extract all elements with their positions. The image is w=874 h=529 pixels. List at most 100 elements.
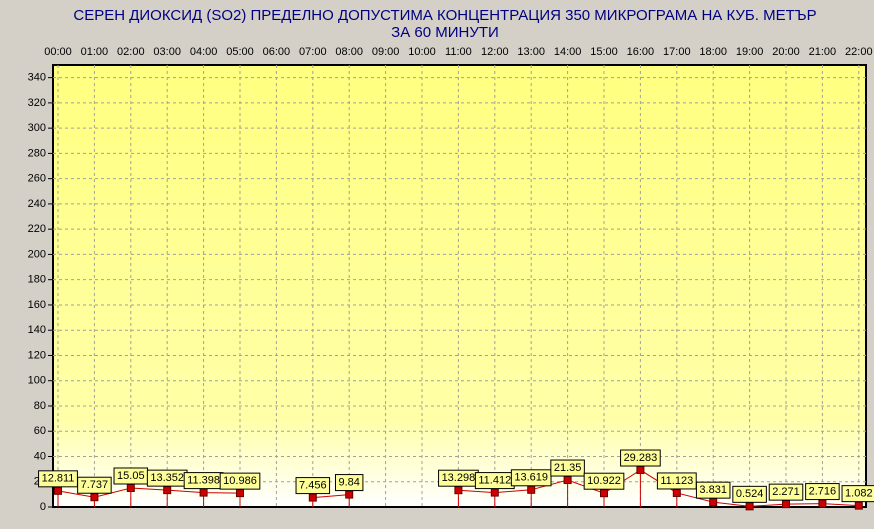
x-tick-label: 16:00 [627, 46, 655, 58]
y-tick-label: 160 [28, 299, 46, 311]
data-label: 3.831 [699, 484, 727, 496]
data-label-box [295, 477, 331, 495]
data-label: 2.716 [809, 485, 837, 497]
data-label: 2.271 [772, 486, 800, 498]
data-label-box [334, 474, 364, 492]
marker [709, 498, 718, 507]
data-label-box [768, 483, 804, 501]
data-label: 13.619 [514, 472, 548, 484]
marker [600, 489, 608, 498]
data-label: 11.412 [478, 474, 511, 486]
y-tick-label: 0 [40, 501, 46, 513]
data-label-box [841, 485, 874, 503]
x-tick-label: 05:00 [226, 46, 254, 58]
x-tick-label: 17:00 [663, 46, 691, 58]
y-tick-label: 60 [34, 425, 46, 437]
x-tick-label: 07:00 [299, 46, 327, 58]
data-label-box [805, 483, 840, 501]
marker [490, 488, 499, 497]
x-tick-label: 19:00 [736, 46, 764, 58]
data-label: 13.352 [150, 472, 184, 484]
marker [527, 485, 536, 494]
chart-title: СЕРЕН ДИОКСИД (SO2) ПРЕДЕЛНО ДОПУСТИМА К… [73, 7, 816, 24]
data-label: 10.922 [587, 475, 621, 487]
data-label: 7.737 [81, 479, 109, 491]
data-label: 21.35 [554, 462, 582, 474]
line [312, 494, 350, 499]
marker [90, 493, 99, 502]
marker [563, 476, 572, 485]
data-label: 12.811 [42, 473, 75, 485]
x-tick-label: 06:00 [263, 46, 291, 58]
data-label-box [583, 472, 625, 490]
x-tick-label: 00:00 [44, 46, 72, 58]
marker [163, 486, 172, 495]
data-label-box [550, 459, 585, 477]
x-tick-label: 09:00 [372, 46, 400, 58]
marker [345, 490, 354, 499]
y-tick-label: 280 [28, 147, 46, 159]
x-tick-label: 12:00 [481, 46, 509, 58]
y-tick-label: 340 [28, 72, 46, 84]
data-label-box [656, 472, 697, 490]
marker [126, 483, 135, 492]
x-tick-label: 03:00 [153, 46, 181, 58]
data-label: 0.524 [736, 488, 764, 500]
data-label: 15.05 [117, 470, 145, 482]
y-tick-label: 260 [28, 173, 46, 185]
marker [636, 466, 645, 475]
x-tick-label: 20:00 [772, 46, 800, 58]
x-tick-label: 08:00 [335, 46, 363, 58]
data-label-box [620, 449, 661, 467]
y-tick-label: 80 [34, 400, 46, 412]
y-tick-label: 320 [28, 97, 46, 109]
x-tick-label: 11:00 [445, 46, 472, 58]
chart-subtitle: ЗА 60 МИНУТИ [391, 24, 499, 41]
data-label: 10.986 [223, 475, 257, 487]
x-tick-label: 15:00 [590, 46, 618, 58]
data-label-box [219, 472, 261, 490]
data-label-box [510, 469, 552, 487]
x-tick-label: 04:00 [190, 46, 218, 58]
y-tick-label: 200 [28, 248, 46, 260]
x-tick-label: 02:00 [117, 46, 145, 58]
marker [818, 499, 827, 508]
marker [236, 489, 244, 498]
y-tick-label: 180 [28, 274, 46, 286]
data-label: 1.082 [845, 488, 873, 500]
marker [54, 486, 62, 495]
x-tick-label: 22:00 [845, 46, 873, 58]
x-tick-label: 10:00 [408, 46, 436, 58]
x-tick-label: 21:00 [809, 46, 837, 58]
data-label: 11.398 [187, 475, 220, 487]
x-tick-label: 18:00 [699, 46, 727, 58]
x-tick-label: 13:00 [517, 46, 545, 58]
y-tick-label: 220 [28, 223, 46, 235]
marker [308, 493, 317, 502]
x-tick-label: 01:00 [81, 46, 109, 58]
marker [782, 500, 790, 509]
data-label-box [732, 485, 767, 503]
y-tick-label: 40 [34, 450, 46, 462]
y-tick-label: 120 [28, 349, 46, 361]
x-tick-label: 14:00 [554, 46, 582, 58]
y-tick-label: 100 [28, 375, 46, 387]
line [57, 487, 241, 498]
marker [745, 502, 754, 511]
data-label: 13.298 [442, 472, 476, 484]
data-label-box [695, 481, 731, 499]
y-tick-label: 240 [28, 198, 46, 210]
marker [672, 488, 681, 497]
data-label: 11.123 [660, 475, 693, 487]
plot-area [52, 64, 867, 508]
data-label-box [77, 476, 112, 494]
y-tick-label: 140 [28, 324, 46, 336]
data-label: 29.283 [624, 452, 658, 464]
marker [199, 488, 208, 497]
y-tick-label: 300 [28, 122, 46, 134]
data-label: 9.84 [338, 476, 359, 488]
data-label: 7.456 [299, 479, 327, 491]
marker [854, 501, 863, 510]
marker [454, 486, 463, 495]
